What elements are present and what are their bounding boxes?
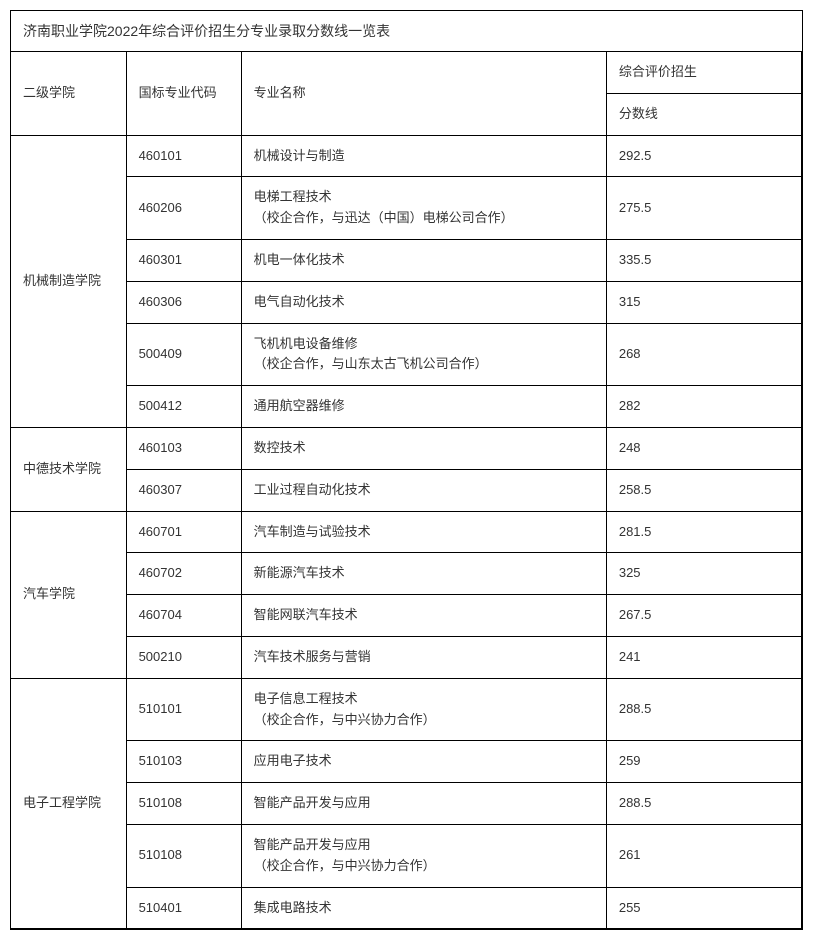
college-cell: 中德技术学院 — [11, 427, 126, 511]
header-major: 专业名称 — [241, 52, 606, 135]
major-cell: 集成电路技术 — [241, 887, 606, 929]
code-cell: 510101 — [126, 678, 241, 741]
table-row: 500409飞机机电设备维修（校企合作，与山东太古飞机公司合作）268 — [11, 323, 802, 386]
code-cell: 460301 — [126, 239, 241, 281]
score-cell: 288.5 — [606, 678, 801, 741]
table-row: 510108智能产品开发与应用（校企合作，与中兴协力合作）261 — [11, 824, 802, 887]
code-cell: 510108 — [126, 783, 241, 825]
score-cell: 325 — [606, 553, 801, 595]
code-cell: 500210 — [126, 636, 241, 678]
major-cell: 新能源汽车技术 — [241, 553, 606, 595]
code-cell: 460307 — [126, 469, 241, 511]
table-row: 460306电气自动化技术315 — [11, 281, 802, 323]
score-cell: 288.5 — [606, 783, 801, 825]
code-cell: 510108 — [126, 824, 241, 887]
major-cell: 电梯工程技术（校企合作，与迅达（中国）电梯公司合作） — [241, 177, 606, 240]
table-row: 500412通用航空器维修282 — [11, 386, 802, 428]
code-cell: 460103 — [126, 427, 241, 469]
major-cell: 机械设计与制造 — [241, 135, 606, 177]
header-college: 二级学院 — [11, 52, 126, 135]
code-cell: 510401 — [126, 887, 241, 929]
major-cell: 通用航空器维修 — [241, 386, 606, 428]
table-row: 460702新能源汽车技术325 — [11, 553, 802, 595]
admission-table-container: 济南职业学院2022年综合评价招生分专业录取分数线一览表 二级学院 国标专业代码… — [10, 10, 803, 930]
table-row: 510108智能产品开发与应用288.5 — [11, 783, 802, 825]
header-code: 国标专业代码 — [126, 52, 241, 135]
college-cell: 汽车学院 — [11, 511, 126, 678]
code-cell: 510103 — [126, 741, 241, 783]
code-cell: 460704 — [126, 595, 241, 637]
score-cell: 258.5 — [606, 469, 801, 511]
score-cell: 268 — [606, 323, 801, 386]
major-cell: 电子信息工程技术（校企合作，与中兴协力合作） — [241, 678, 606, 741]
table-row: 500210汽车技术服务与营销241 — [11, 636, 802, 678]
major-cell: 应用电子技术 — [241, 741, 606, 783]
score-cell: 259 — [606, 741, 801, 783]
major-cell: 汽车技术服务与营销 — [241, 636, 606, 678]
major-cell: 智能产品开发与应用 — [241, 783, 606, 825]
college-cell: 电子工程学院 — [11, 678, 126, 929]
code-cell: 460701 — [126, 511, 241, 553]
score-cell: 315 — [606, 281, 801, 323]
major-cell: 工业过程自动化技术 — [241, 469, 606, 511]
major-cell: 机电一体化技术 — [241, 239, 606, 281]
table-title: 济南职业学院2022年综合评价招生分专业录取分数线一览表 — [11, 11, 802, 52]
table-row: 460704智能网联汽车技术267.5 — [11, 595, 802, 637]
score-cell: 255 — [606, 887, 801, 929]
admission-table: 二级学院 国标专业代码 专业名称 综合评价招生 分数线 机械制造学院460101… — [11, 52, 802, 929]
table-row: 电子工程学院510101电子信息工程技术（校企合作，与中兴协力合作）288.5 — [11, 678, 802, 741]
college-cell: 机械制造学院 — [11, 135, 126, 427]
score-cell: 281.5 — [606, 511, 801, 553]
code-cell: 500409 — [126, 323, 241, 386]
major-cell: 飞机机电设备维修（校企合作，与山东太古飞机公司合作） — [241, 323, 606, 386]
score-cell: 248 — [606, 427, 801, 469]
code-cell: 460206 — [126, 177, 241, 240]
score-cell: 267.5 — [606, 595, 801, 637]
major-cell: 汽车制造与试验技术 — [241, 511, 606, 553]
score-cell: 275.5 — [606, 177, 801, 240]
table-row: 汽车学院460701汽车制造与试验技术281.5 — [11, 511, 802, 553]
header-row-1: 二级学院 国标专业代码 专业名称 综合评价招生 — [11, 52, 802, 93]
major-cell: 电气自动化技术 — [241, 281, 606, 323]
major-cell: 智能网联汽车技术 — [241, 595, 606, 637]
major-cell: 数控技术 — [241, 427, 606, 469]
score-cell: 292.5 — [606, 135, 801, 177]
table-row: 机械制造学院460101机械设计与制造292.5 — [11, 135, 802, 177]
major-cell: 智能产品开发与应用（校企合作，与中兴协力合作） — [241, 824, 606, 887]
table-row: 510103应用电子技术259 — [11, 741, 802, 783]
code-cell: 460101 — [126, 135, 241, 177]
table-row: 中德技术学院460103数控技术248 — [11, 427, 802, 469]
score-cell: 335.5 — [606, 239, 801, 281]
code-cell: 460702 — [126, 553, 241, 595]
code-cell: 500412 — [126, 386, 241, 428]
code-cell: 460306 — [126, 281, 241, 323]
table-row: 510401集成电路技术255 — [11, 887, 802, 929]
header-score-group: 综合评价招生 — [606, 52, 801, 93]
table-row: 460301机电一体化技术335.5 — [11, 239, 802, 281]
score-cell: 282 — [606, 386, 801, 428]
score-cell: 261 — [606, 824, 801, 887]
table-row: 460307工业过程自动化技术258.5 — [11, 469, 802, 511]
score-cell: 241 — [606, 636, 801, 678]
table-row: 460206电梯工程技术（校企合作，与迅达（中国）电梯公司合作）275.5 — [11, 177, 802, 240]
header-score-sub: 分数线 — [606, 93, 801, 135]
